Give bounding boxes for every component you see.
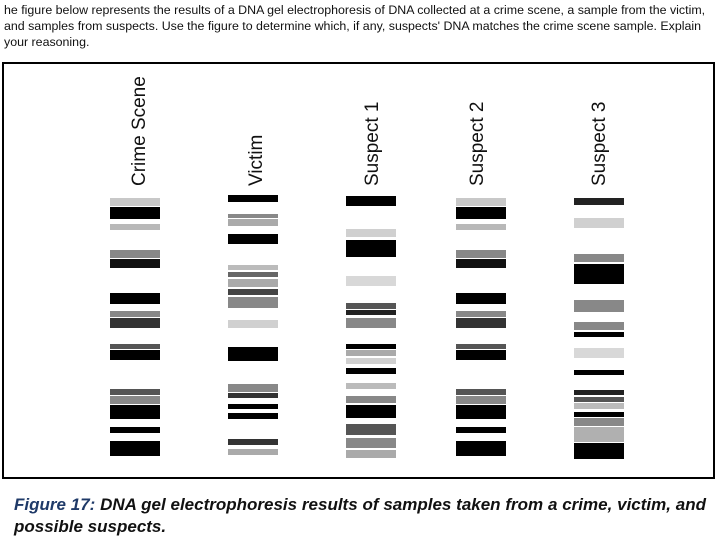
gel-band xyxy=(456,198,506,206)
gel-band xyxy=(456,344,506,349)
gel-band xyxy=(110,318,160,328)
lane-label: Crime Scene xyxy=(129,76,150,186)
gel-band xyxy=(110,427,160,433)
gel-band xyxy=(456,259,506,268)
gel-band xyxy=(228,449,278,455)
gel-band xyxy=(346,344,396,349)
gel-band xyxy=(456,427,506,433)
gel-band xyxy=(574,218,624,228)
gel-band xyxy=(574,264,624,284)
gel-band xyxy=(346,405,396,418)
question-text: he figure below represents the results o… xyxy=(4,3,706,49)
gel-band xyxy=(574,427,624,442)
gel-band xyxy=(228,320,278,328)
gel-band xyxy=(228,214,278,218)
figure-number: Figure 17: xyxy=(14,495,96,514)
gel-band xyxy=(346,240,396,257)
lane-label: Suspect 3 xyxy=(589,101,610,187)
gel-band xyxy=(574,370,624,375)
gel-band xyxy=(110,259,160,268)
gel-band xyxy=(110,224,160,230)
gel-band xyxy=(228,393,278,398)
gel-band xyxy=(228,272,278,277)
gel-band xyxy=(346,350,396,356)
gel-band xyxy=(346,196,396,206)
gel-band xyxy=(228,265,278,270)
gel-band xyxy=(346,303,396,309)
gel-band xyxy=(346,424,396,435)
gel-band xyxy=(346,396,396,403)
gel-band xyxy=(346,383,396,389)
gel-band xyxy=(346,318,396,328)
gel-band xyxy=(228,234,278,244)
lane-label: Suspect 1 xyxy=(362,101,383,187)
lane-label: Victim xyxy=(246,134,267,186)
gel-band xyxy=(346,229,396,237)
gel-band xyxy=(110,293,160,304)
gel-band xyxy=(456,318,506,328)
gel-band xyxy=(228,439,278,445)
gel-band xyxy=(110,344,160,349)
gel-band xyxy=(456,405,506,419)
gel-band xyxy=(456,389,506,395)
gel-band xyxy=(228,347,278,361)
gel-band xyxy=(574,322,624,330)
lane-suspect-1 xyxy=(346,196,396,458)
gel-band xyxy=(228,404,278,409)
gel-band xyxy=(346,368,396,374)
gel-band xyxy=(228,219,278,226)
gel-band xyxy=(228,289,278,295)
gel-band xyxy=(456,224,506,230)
gel-band xyxy=(110,396,160,404)
gel-band xyxy=(110,311,160,317)
gel-band xyxy=(574,254,624,262)
gel-band xyxy=(574,418,624,426)
figure-caption-text: DNA gel electrophoresis results of sampl… xyxy=(14,495,706,536)
gel-band xyxy=(456,250,506,258)
gel-band xyxy=(110,198,160,206)
gel-band xyxy=(346,450,396,458)
gel-band xyxy=(110,405,160,419)
gel-band xyxy=(574,300,624,312)
gel-band xyxy=(228,384,278,392)
gel-band xyxy=(110,350,160,360)
gel-band xyxy=(110,207,160,219)
gel-band xyxy=(346,438,396,448)
gel-band xyxy=(574,390,624,395)
gel-band xyxy=(110,441,160,456)
gel-band xyxy=(574,443,624,459)
lane-suspect-2 xyxy=(456,198,506,456)
gel-band xyxy=(574,403,624,409)
gel-band xyxy=(574,412,624,417)
gel-band xyxy=(574,332,624,337)
gel-band xyxy=(110,389,160,395)
gel-band xyxy=(574,348,624,358)
gel-band xyxy=(110,250,160,258)
gel-band xyxy=(346,276,396,286)
lane-label: Suspect 2 xyxy=(467,101,488,187)
gel-band xyxy=(574,397,624,402)
gel-band xyxy=(228,297,278,308)
lane-crime-scene xyxy=(110,198,160,456)
gel-band xyxy=(346,310,396,315)
gel-band xyxy=(346,358,396,364)
lane-suspect-3 xyxy=(574,198,624,459)
gel-band xyxy=(456,207,506,219)
gel-band xyxy=(456,311,506,317)
gel-band xyxy=(456,441,506,456)
gel-band xyxy=(456,350,506,360)
lane-victim xyxy=(228,195,278,455)
gel-band xyxy=(228,195,278,202)
gel-band xyxy=(456,293,506,304)
gel-band xyxy=(228,279,278,287)
gel-band xyxy=(574,198,624,205)
figure-caption: Figure 17: DNA gel electrophoresis resul… xyxy=(14,494,706,538)
gel-band xyxy=(228,413,278,419)
gel-band xyxy=(456,396,506,404)
